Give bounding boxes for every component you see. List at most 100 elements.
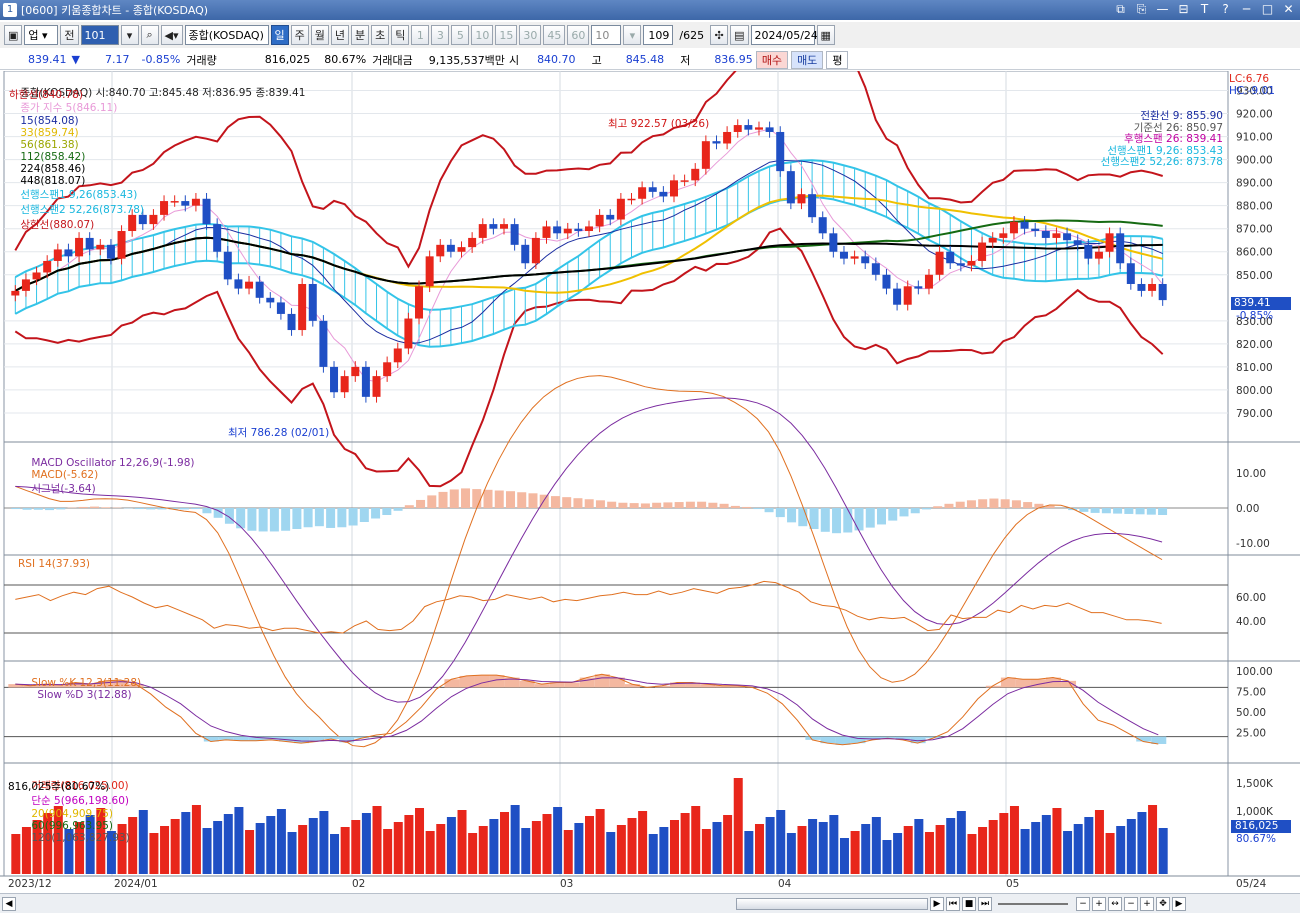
play-icon[interactable]: ▶ [930,896,944,911]
code-input[interactable]: 101 [80,25,119,45]
period-week[interactable]: 주 [290,25,309,45]
ichimoku-info: 전환선 9: 855.90 기준선 26: 850.97 후행스팬 26: 83… [1101,110,1223,169]
price-tick: 810.00 [1236,362,1273,374]
buy-button[interactable]: 매수 [755,50,789,69]
stoch-oversold-fill [354,736,370,739]
interval-30[interactable]: 30 [519,25,542,45]
bottom-scrollbar[interactable]: ◀ ▶ ⏮ ■ ⏭ − + ↔ − + ✥ ▶ [0,893,1300,913]
macd-bar [1023,502,1033,508]
chart-canvas[interactable]: 930.00 920.00 910.00 900.00 890.00 880.00 870.… [0,36,1300,893]
candle-body [829,233,838,252]
restore-icon[interactable]: ⧉ [1116,2,1125,16]
zoom-slider[interactable] [998,902,1068,905]
candle-body [1126,263,1135,284]
stoch-overbought-fill [700,684,716,688]
volume-bar [585,816,594,874]
crosshair-icon[interactable]: ✣ [710,25,729,45]
forward-icon[interactable]: ⏭ [978,896,992,911]
code-dropdown-icon[interactable]: ▾ [120,25,139,45]
stoch-overbought-fill [504,677,520,688]
macd-tick: 0.00 [1236,503,1259,515]
arrows-icon[interactable]: ✥ [1156,896,1170,911]
help-icon[interactable]: ? [1222,2,1229,16]
period-minute[interactable]: 분 [351,25,370,45]
interval-dropdown-icon[interactable]: ▾ [623,25,642,45]
chart-area[interactable]: 930.00 920.00 910.00 900.00 890.00 880.00 870.… [0,36,1300,893]
copy-window-icon[interactable]: ⎘ [1136,2,1147,16]
stop-icon[interactable]: ■ [962,896,976,911]
interval-60[interactable]: 60 [567,25,590,45]
sell-button[interactable]: 매도 [791,50,824,69]
stoch-overbought-fill [609,677,625,688]
macd-bar [1000,499,1010,508]
period-day[interactable]: 일 [270,25,289,45]
eval-button[interactable]: 평 [826,50,849,69]
zoom-plus-icon[interactable]: + [1140,896,1154,911]
stoch-tick: 25.00 [1236,728,1266,740]
count-input[interactable]: 109 [643,25,674,45]
market-select[interactable]: 업 ▾ [24,25,59,45]
stoch-overbought-fill [8,684,24,688]
low-label: 저 [680,53,691,67]
period-month[interactable]: 월 [310,25,329,45]
interval-15[interactable]: 15 [495,25,518,45]
date-input[interactable]: 2024/05/24 [750,25,818,45]
period-second[interactable]: 초 [371,25,390,45]
zoom-out-icon[interactable]: − [1076,896,1090,911]
fit-icon[interactable]: ↔ [1108,896,1122,911]
stoch-d-label: Slow %D 3(12.88) [37,689,132,701]
stoch-overbought-fill [1046,677,1062,688]
price-change-pct: -0.85% [141,53,181,66]
volume-bar [531,821,541,874]
stoch-oversold-fill [324,736,340,740]
volume-tick: 1,500K [1236,778,1274,790]
calendar-icon[interactable]: ▦ [816,25,835,45]
split-icon[interactable]: ⊟ [1178,2,1189,16]
candle-body [691,168,700,181]
period-tick[interactable]: 틱 [391,25,410,45]
interval-10[interactable]: 10 [471,25,494,45]
candle-body [861,256,870,264]
stoch-overbought-fill [83,684,99,688]
minimize-panel-icon[interactable]: — [1156,2,1169,16]
layout-icon[interactable]: ▣ [4,25,23,45]
scroll-left-icon[interactable]: ◀ [2,896,16,911]
candle-body [967,260,976,266]
interval-3[interactable]: 3 [431,25,450,45]
period-year[interactable]: 년 [330,25,350,45]
search-icon[interactable]: ⌕ [140,25,159,45]
macd-bar [146,508,156,510]
scroll-right-icon[interactable]: ▶ [1172,896,1186,911]
macd-bar [1124,508,1134,514]
interval-custom[interactable]: 10 [591,25,622,45]
sound-icon[interactable]: ◀▾ [160,25,183,45]
macd-bar [78,506,88,508]
scroll-thumb[interactable] [736,897,928,910]
stoch-overbought-fill [1061,680,1077,688]
maximize-icon[interactable]: □ [1261,2,1274,16]
candle-body [255,281,264,298]
volume-bar [308,818,318,874]
minimize-icon[interactable]: ─ [1242,2,1251,16]
interval-45[interactable]: 45 [543,25,566,45]
macd-bar [472,489,482,508]
rewind-icon[interactable]: ⏮ [946,896,960,911]
eraser-icon[interactable]: ▤ [730,25,749,45]
zoom-minus-icon[interactable]: − [1124,896,1138,911]
candle-body [361,366,370,397]
price-tick: 900.00 [1236,155,1273,167]
interval-5[interactable]: 5 [451,25,470,45]
macd-bar [966,500,976,508]
stoch-overbought-fill [489,675,505,688]
interval-1[interactable]: 1 [411,25,430,45]
macd-bar [1079,508,1089,512]
zoom-in-icon[interactable]: + [1092,896,1106,911]
stoch-oversold-fill [233,736,249,741]
prefix-button[interactable]: 전 [60,25,79,45]
macd-bar [888,508,898,521]
close-icon[interactable]: ✕ [1283,2,1294,16]
volume-bar [1116,826,1126,874]
font-icon[interactable]: T [1200,2,1209,16]
macd-bar [1034,503,1044,508]
volume-bar [85,815,95,874]
